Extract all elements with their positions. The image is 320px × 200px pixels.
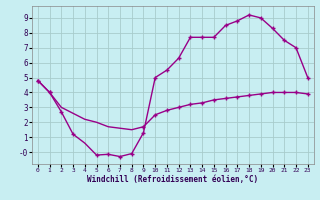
- X-axis label: Windchill (Refroidissement éolien,°C): Windchill (Refroidissement éolien,°C): [87, 175, 258, 184]
